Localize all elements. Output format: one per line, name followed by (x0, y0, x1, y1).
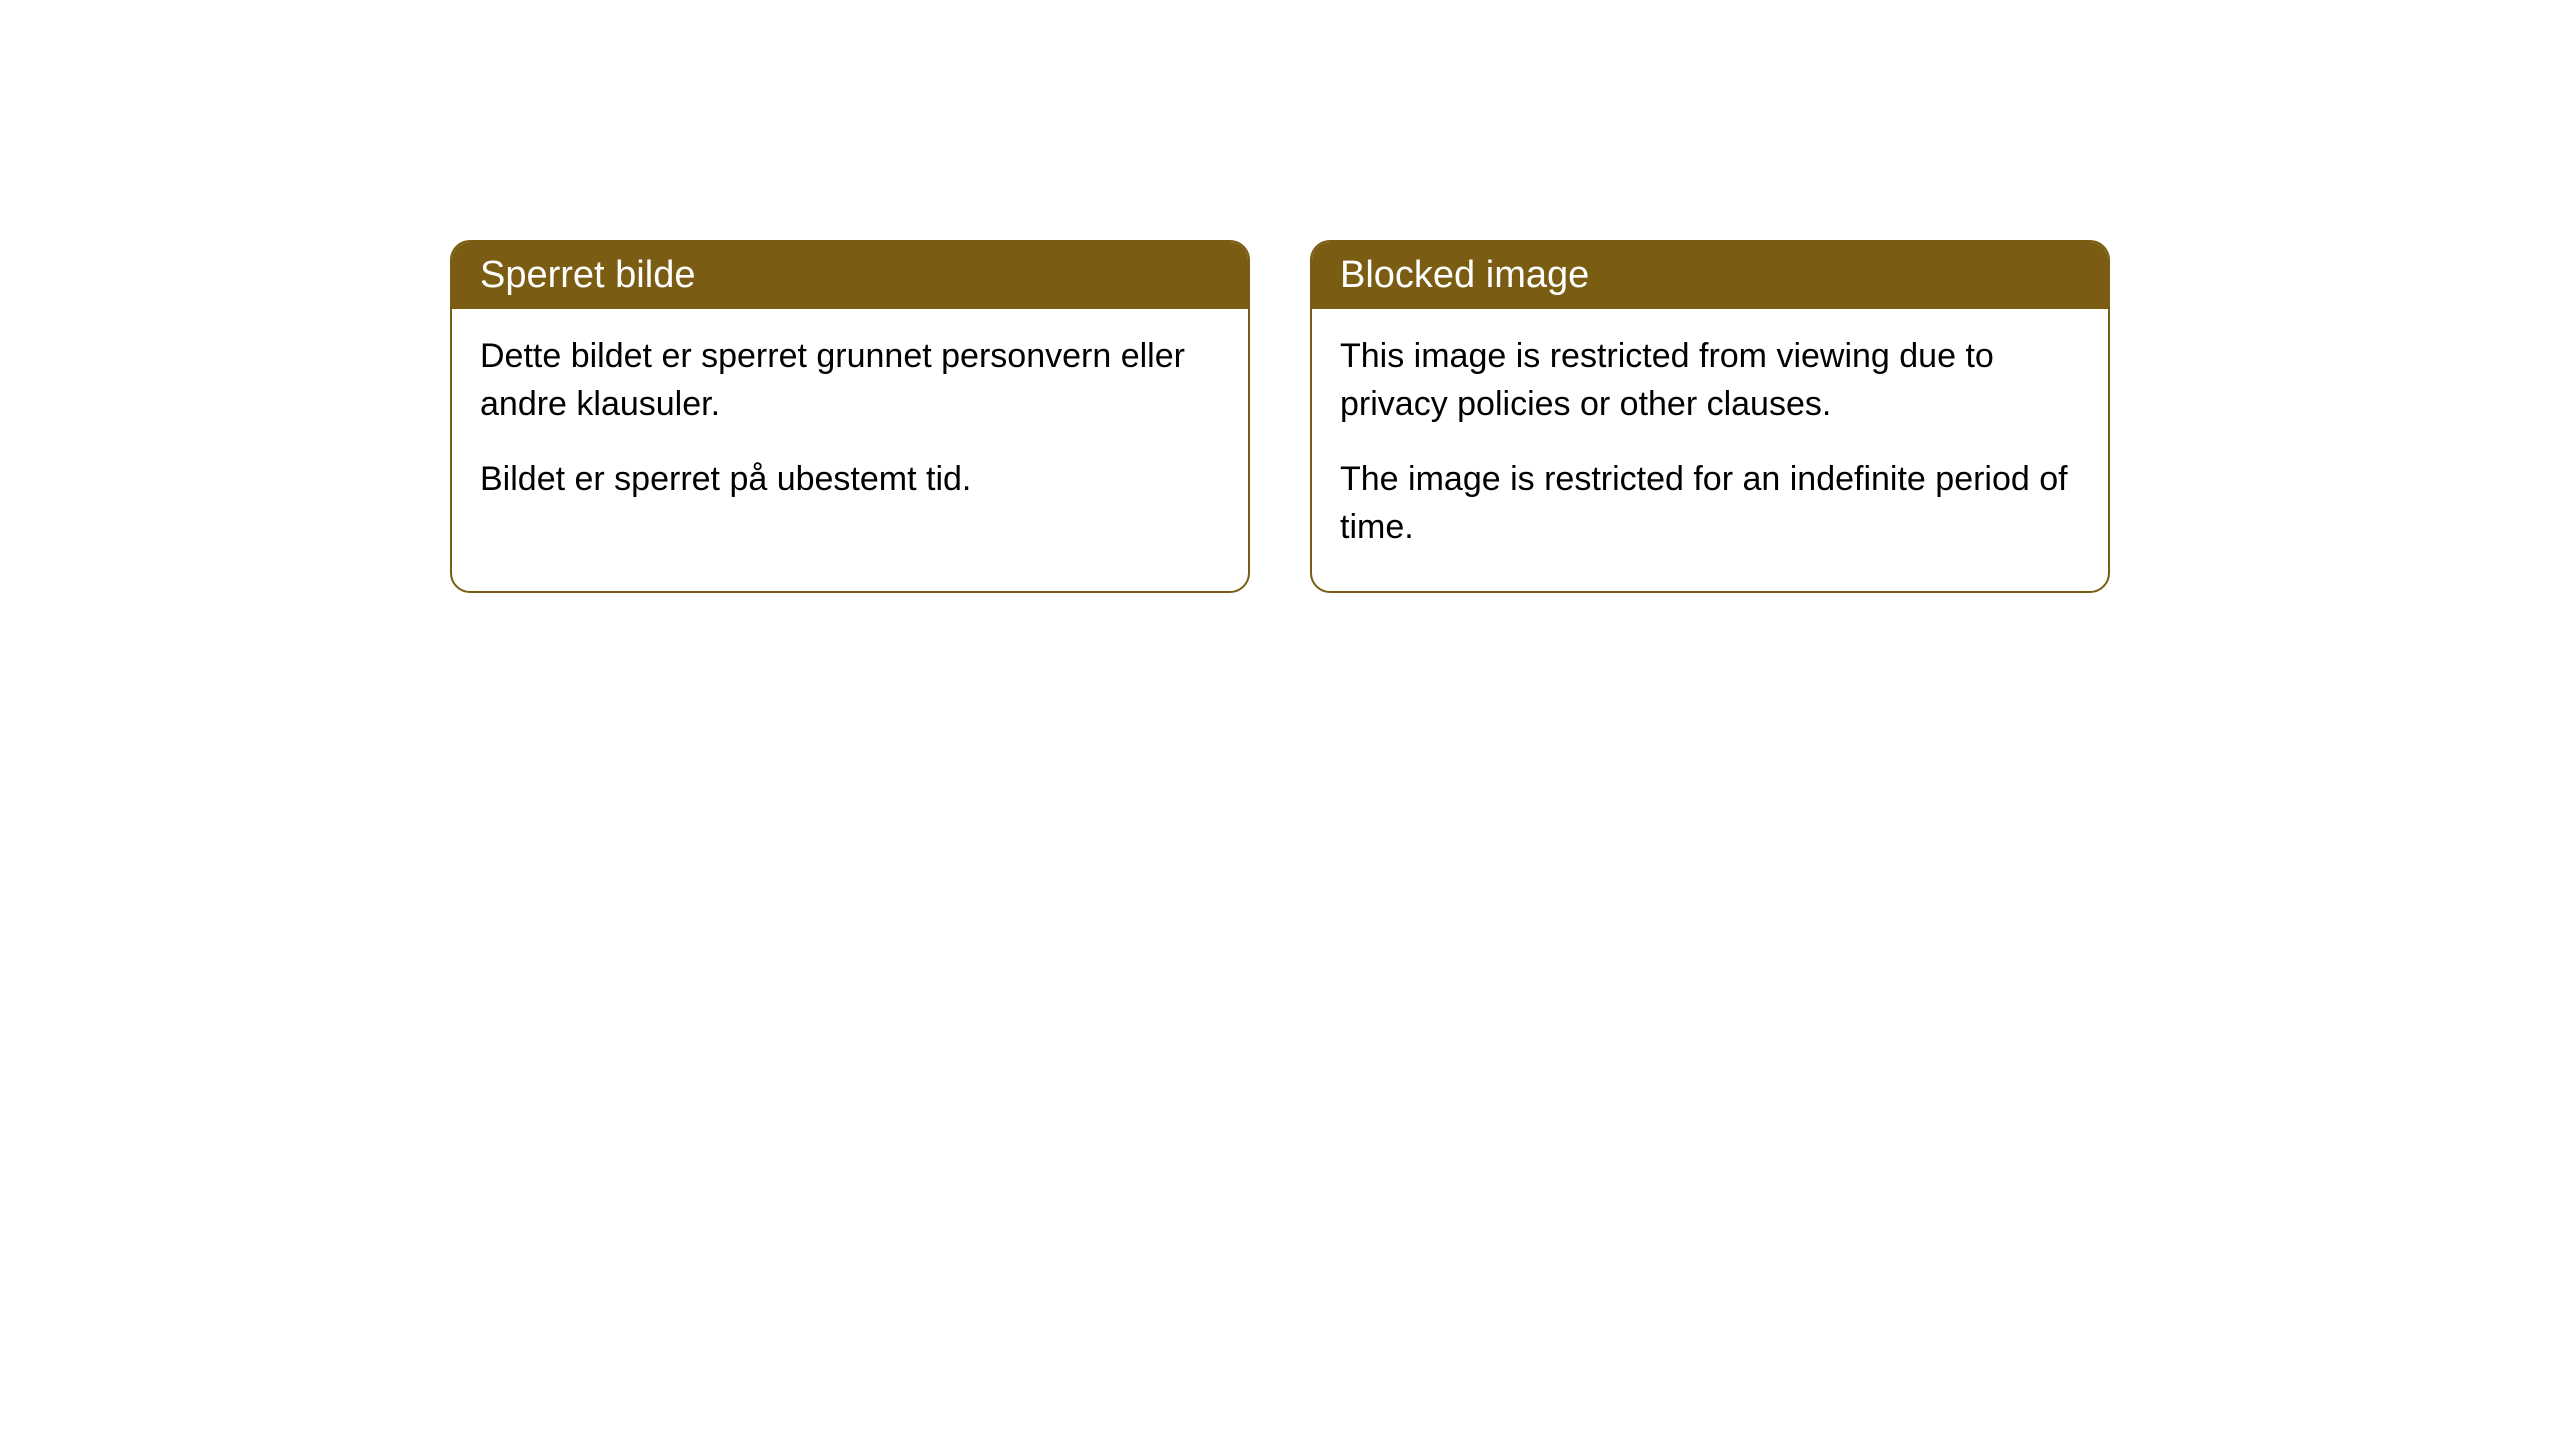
notice-paragraph: Dette bildet er sperret grunnet personve… (480, 333, 1220, 428)
card-title: Blocked image (1340, 254, 1589, 296)
notice-paragraph: This image is restricted from viewing du… (1340, 333, 2080, 428)
blocked-image-card-english: Blocked image This image is restricted f… (1310, 240, 2110, 593)
blocked-image-card-norwegian: Sperret bilde Dette bildet er sperret gr… (450, 240, 1250, 593)
notice-paragraph: Bildet er sperret på ubestemt tid. (480, 456, 1220, 504)
notice-container: Sperret bilde Dette bildet er sperret gr… (0, 0, 2560, 593)
card-body-english: This image is restricted from viewing du… (1312, 309, 2108, 591)
notice-paragraph: The image is restricted for an indefinit… (1340, 456, 2080, 551)
card-header-english: Blocked image (1312, 242, 2108, 309)
card-title: Sperret bilde (480, 254, 695, 296)
card-header-norwegian: Sperret bilde (452, 242, 1248, 309)
card-body-norwegian: Dette bildet er sperret grunnet personve… (452, 309, 1248, 544)
